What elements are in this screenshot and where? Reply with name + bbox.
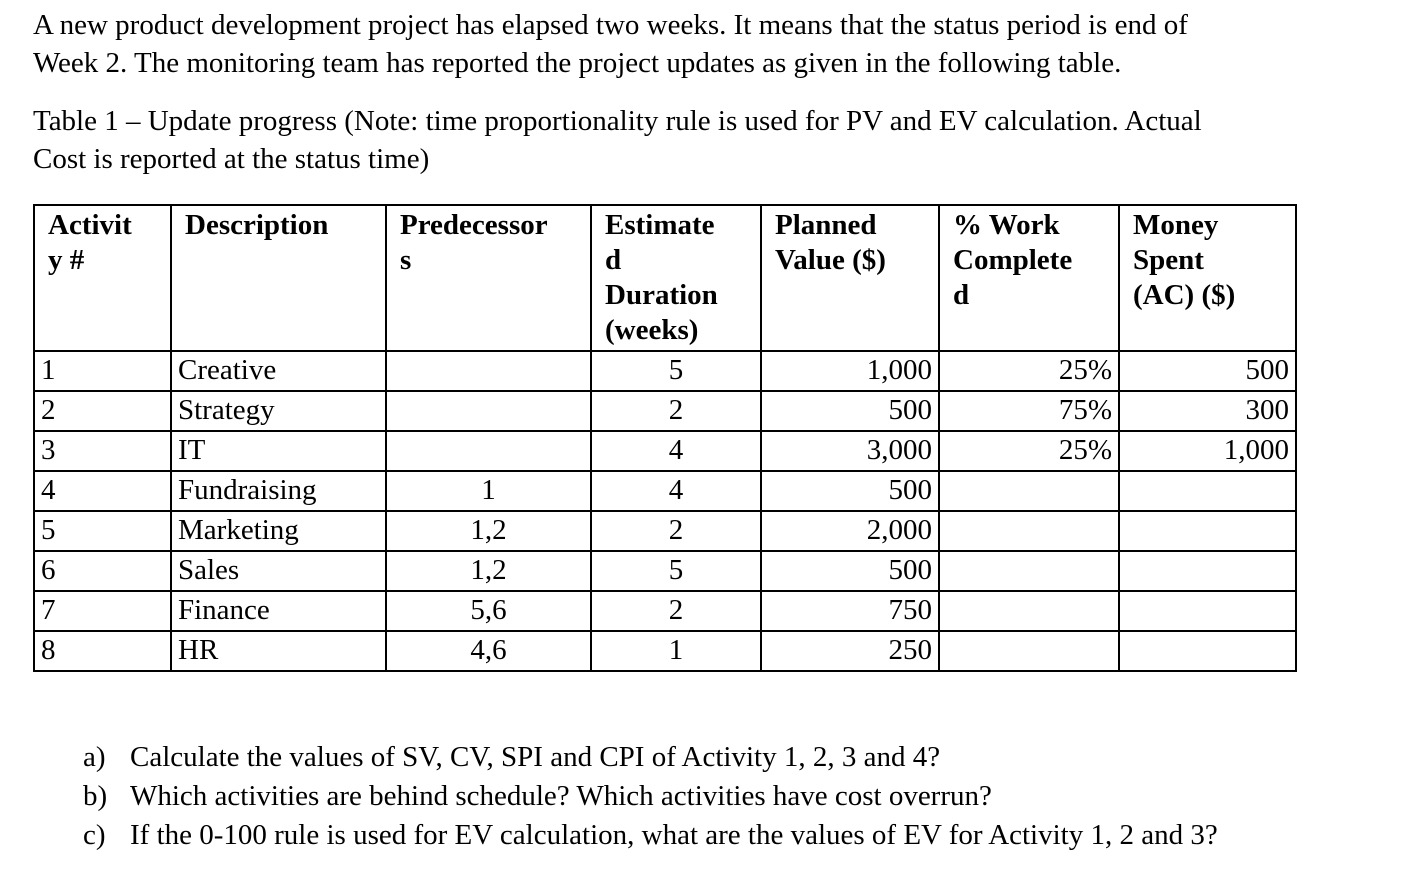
table-row: 1 Creative 5 1,000 25% 500 [33, 350, 1297, 392]
table-cell: 4 [590, 430, 762, 472]
questions-list: a) Calculate the values of SV, CV, SPI an… [33, 738, 1371, 855]
table-row: 2 Strategy 2 500 75% 300 [33, 390, 1297, 432]
column-header: Planned Value ($) [760, 204, 940, 352]
table-cell: 300 [1118, 390, 1297, 432]
table-cell: 5 [590, 550, 762, 592]
table-cell: 3 [33, 430, 172, 472]
question-text: Calculate the values of SV, CV, SPI and … [130, 741, 941, 773]
column-header: Estimate d Duration (weeks) [590, 204, 762, 352]
table-row: 5 Marketing 1,2 2 2,000 [33, 510, 1297, 552]
table-cell: HR [170, 630, 387, 672]
table-cell: 2 [590, 510, 762, 552]
table-cell: 1,000 [760, 350, 940, 392]
update-progress-table: Activit y # Description Predecessor s Estim… [33, 204, 1297, 672]
question-item: b) Which activities are behind schedule? … [83, 777, 1371, 816]
table-cell: 500 [760, 470, 940, 512]
table-cell: 2,000 [760, 510, 940, 552]
question-marker: b) [83, 780, 108, 812]
table-cell: IT [170, 430, 387, 472]
table-cell [1118, 510, 1297, 552]
table-cell [385, 390, 592, 432]
table-row: 6 Sales 1,2 5 500 [33, 550, 1297, 592]
question-marker: a) [83, 741, 106, 773]
table-cell [938, 550, 1120, 592]
table-cell: 250 [760, 630, 940, 672]
table-cell [1118, 550, 1297, 592]
table-cell: 75% [938, 390, 1120, 432]
question-marker: c) [83, 819, 106, 851]
question-text: If the 0-100 rule is used for EV calcula… [130, 819, 1218, 851]
table-row: 4 Fundraising 1 4 500 [33, 470, 1297, 512]
table-cell: 4,6 [385, 630, 592, 672]
table-cell: 2 [33, 390, 172, 432]
table-cell: 750 [760, 590, 940, 632]
column-header: Activit y # [33, 204, 172, 352]
table-cell: Sales [170, 550, 387, 592]
question-item: c) If the 0-100 rule is used for EV calcu… [83, 816, 1371, 855]
table-cell [938, 510, 1120, 552]
table-cell [1118, 470, 1297, 512]
table-cell: 25% [938, 350, 1120, 392]
column-header: Description [170, 204, 387, 352]
table-cell: 4 [590, 470, 762, 512]
table-cell: 2 [590, 590, 762, 632]
column-header: Predecessor s [385, 204, 592, 352]
table-cell: 6 [33, 550, 172, 592]
table-row: 8 HR 4,6 1 250 [33, 630, 1297, 672]
table-cell: 3,000 [760, 430, 940, 472]
table-cell [938, 470, 1120, 512]
table-cell: Marketing [170, 510, 387, 552]
table-cell [1118, 630, 1297, 672]
question-item: a) Calculate the values of SV, CV, SPI an… [83, 738, 1371, 777]
table-cell: 2 [590, 390, 762, 432]
intro-paragraph: A new product development project has el… [33, 9, 1188, 79]
table-cell: 1,000 [1118, 430, 1297, 472]
table-cell: 1 [385, 470, 592, 512]
table-cell: Strategy [170, 390, 387, 432]
table-cell: 4 [33, 470, 172, 512]
table-cell: 5 [33, 510, 172, 552]
table-cell: 7 [33, 590, 172, 632]
column-header: Money Spent (AC) ($) [1118, 204, 1297, 352]
table-cell [938, 590, 1120, 632]
table-cell: 1 [590, 630, 762, 672]
table-cell: 500 [760, 550, 940, 592]
table-cell: 1 [33, 350, 172, 392]
table-cell: 25% [938, 430, 1120, 472]
table-caption: Table 1 – Update progress (Note: time pr… [33, 105, 1202, 175]
table-cell: Creative [170, 350, 387, 392]
table-row: 7 Finance 5,6 2 750 [33, 590, 1297, 632]
table-cell: Finance [170, 590, 387, 632]
table-cell: 500 [1118, 350, 1297, 392]
table-cell: 1,2 [385, 510, 592, 552]
table-cell: 5,6 [385, 590, 592, 632]
table-row: 3 IT 4 3,000 25% 1,000 [33, 430, 1297, 472]
column-header: % Work Complete d [938, 204, 1120, 352]
table-cell [1118, 590, 1297, 632]
table-header-row: Activit y # Description Predecessor s Estim… [33, 204, 1297, 352]
document-page: A new product development project has el… [33, 9, 1371, 855]
table-cell: 500 [760, 390, 940, 432]
table-cell [938, 630, 1120, 672]
table-cell [385, 350, 592, 392]
table-cell: 1,2 [385, 550, 592, 592]
table-cell: 5 [590, 350, 762, 392]
table-cell [385, 430, 592, 472]
table-cell: 8 [33, 630, 172, 672]
table-cell: Fundraising [170, 470, 387, 512]
question-text: Which activities are behind schedule? Wh… [130, 780, 992, 812]
